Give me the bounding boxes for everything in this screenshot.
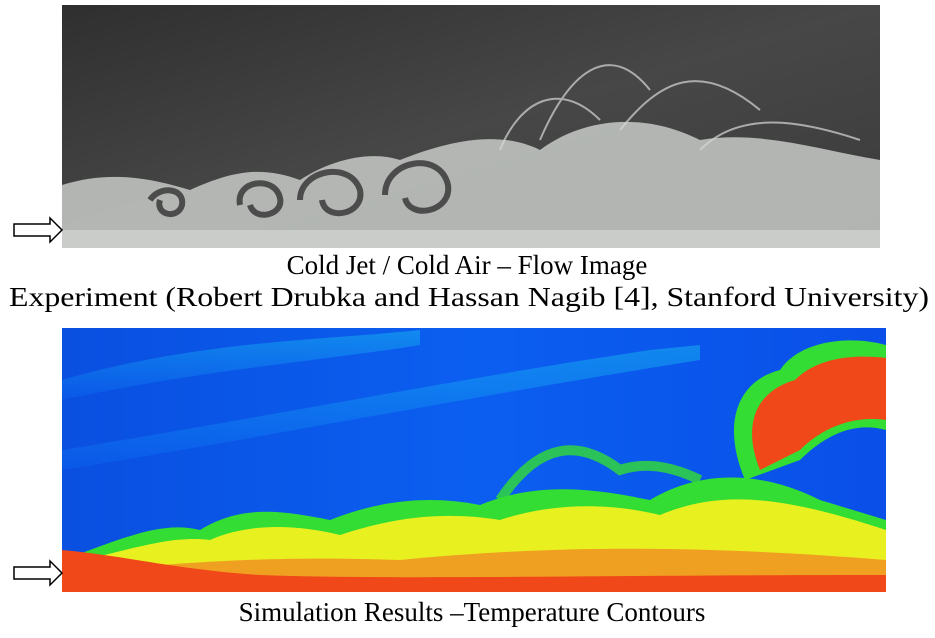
simulation-image: [62, 328, 886, 592]
credit: Experiment (Robert Drubka and Hassan Nag…: [9, 282, 929, 312]
caption: Cold Jet / Cold Air – Flow Image: [287, 250, 648, 280]
flow-image: [62, 5, 880, 248]
inlet-arrow: [13, 559, 64, 587]
inlet-arrow: [13, 216, 64, 244]
caption: Simulation Results –Temperature Contours: [239, 597, 706, 627]
